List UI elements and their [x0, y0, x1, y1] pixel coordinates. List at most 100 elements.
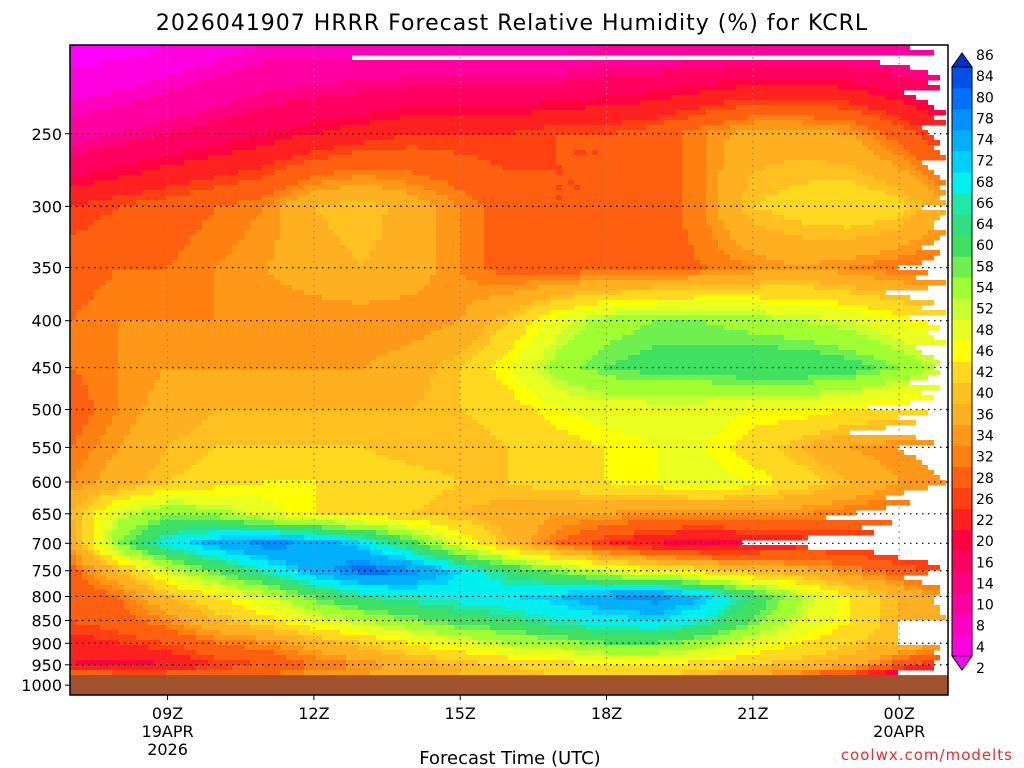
- rh-heatmap-cell: [622, 575, 682, 581]
- rh-heatmap-cell: [220, 580, 244, 586]
- rh-heatmap-cell: [70, 390, 88, 396]
- rh-heatmap-cell: [706, 160, 724, 166]
- rh-heatmap-cell: [586, 320, 652, 326]
- rh-heatmap-cell: [748, 180, 808, 186]
- rh-heatmap-cell: [868, 645, 922, 651]
- rh-heatmap-cell: [82, 425, 106, 431]
- rh-heatmap-cell: [610, 540, 664, 546]
- rh-heatmap-cell: [748, 330, 856, 336]
- rh-heatmap-cell: [154, 540, 160, 546]
- rh-heatmap-cell: [580, 270, 700, 276]
- rh-heatmap-cell: [880, 595, 898, 601]
- rh-heatmap-cell: [166, 185, 214, 191]
- rh-heatmap-cell: [430, 535, 442, 541]
- colorbar-tick-label: 72: [976, 154, 994, 170]
- rh-heatmap-cell: [154, 135, 250, 141]
- rh-heatmap-cell: [418, 195, 448, 201]
- rh-heatmap-cell: [448, 620, 520, 626]
- rh-heatmap-cell: [232, 245, 274, 251]
- rh-heatmap-cell: [436, 525, 448, 531]
- colorbar-frame: [951, 66, 973, 657]
- rh-heatmap-cell: [244, 110, 370, 116]
- rh-heatmap-cell: [796, 610, 808, 616]
- rh-heatmap-cell: [316, 575, 334, 581]
- rh-heatmap-cell: [742, 475, 772, 481]
- rh-heatmap-cell: [70, 115, 178, 121]
- rh-heatmap-cell: [736, 530, 874, 536]
- rh-heatmap-cell: [682, 200, 706, 206]
- rh-heatmap-cell: [724, 160, 784, 166]
- rh-heatmap-cell: [880, 655, 892, 661]
- rh-heatmap-cell: [286, 505, 316, 511]
- rh-heatmap-cell: [370, 120, 622, 126]
- rh-heatmap-cell: [490, 560, 502, 566]
- rh-heatmap-cell: [316, 480, 460, 486]
- rh-heatmap-cell: [754, 465, 808, 471]
- rh-heatmap-cell: [178, 255, 226, 261]
- rh-heatmap-cell: [88, 395, 118, 401]
- rh-heatmap-cell: [406, 545, 412, 551]
- rh-heatmap-cell: [730, 125, 850, 131]
- rh-heatmap-cell: [136, 160, 184, 166]
- rh-heatmap-cell: [424, 335, 478, 341]
- rh-heatmap-cell: [220, 630, 274, 636]
- colorbar-tick-label: 64: [976, 217, 994, 233]
- rh-heatmap-cell: [118, 570, 130, 576]
- rh-heatmap-cell: [478, 660, 574, 666]
- rh-heatmap-cell: [250, 225, 280, 231]
- rh-heatmap-cell: [604, 365, 874, 371]
- rh-heatmap-cell: [244, 50, 568, 56]
- rh-heatmap-cell: [334, 530, 376, 536]
- rh-heatmap-cell: [718, 215, 748, 221]
- rh-heatmap-cell: [706, 615, 718, 621]
- rh-heatmap-cell: [880, 140, 898, 146]
- rh-heatmap-cell: [274, 520, 334, 526]
- rh-heatmap-cell: [460, 270, 496, 276]
- rh-heatmap-cell: [670, 95, 886, 101]
- rh-heatmap-cell: [202, 220, 250, 226]
- rh-heatmap-cell: [820, 460, 880, 466]
- rh-heatmap-cell: [346, 525, 388, 531]
- rh-heatmap-cell: [502, 525, 538, 531]
- rh-heatmap-cell: [442, 535, 460, 541]
- rh-heatmap-cell: [610, 340, 814, 346]
- rh-heatmap-cell: [70, 375, 82, 381]
- rh-heatmap-cell: [874, 275, 916, 281]
- rh-heatmap-cell: [334, 170, 412, 176]
- rh-heatmap-cell: [838, 610, 850, 616]
- rh-heatmap-cell: [922, 370, 940, 376]
- rh-heatmap-cell: [574, 295, 694, 301]
- rh-heatmap-cell: [736, 610, 760, 616]
- colorbar-tick-label: 86: [976, 48, 994, 64]
- rh-heatmap-cell: [100, 555, 112, 561]
- rh-heatmap-cell: [820, 430, 850, 436]
- rh-heatmap-cell: [676, 630, 718, 636]
- rh-heatmap-cell: [316, 655, 346, 661]
- rh-heatmap-cell: [112, 530, 130, 536]
- rh-heatmap-cell: [502, 380, 520, 386]
- rh-heatmap-cell: [862, 130, 880, 136]
- rh-heatmap-cell: [712, 595, 730, 601]
- rh-heatmap-cell: [502, 165, 562, 171]
- rh-heatmap-cell: [160, 455, 202, 461]
- rh-heatmap-cell: [118, 550, 124, 556]
- rh-heatmap-cell: [358, 605, 418, 611]
- rh-heatmap-cell: [166, 565, 190, 571]
- rh-heatmap-cell: [910, 205, 922, 211]
- rh-heatmap-cell: [304, 610, 322, 616]
- rh-heatmap-cell: [214, 410, 466, 416]
- rh-heatmap-cell: [544, 125, 646, 131]
- rh-heatmap-cell: [598, 65, 724, 71]
- rh-heatmap-cell: [496, 315, 514, 321]
- rh-heatmap-cell: [196, 460, 406, 466]
- rh-heatmap-cell: [820, 260, 874, 266]
- rh-heatmap-cell: [724, 325, 838, 331]
- rh-heatmap-cell: [148, 645, 184, 651]
- rh-heatmap-cell: [904, 395, 934, 401]
- rh-heatmap-cell: [154, 495, 262, 501]
- rh-heatmap-cell: [472, 300, 532, 306]
- rh-heatmap-cell: [478, 550, 490, 556]
- colorbar-tick-label: 84: [976, 69, 994, 85]
- rh-heatmap-cell: [136, 575, 154, 581]
- rh-heatmap-cell: [250, 625, 274, 631]
